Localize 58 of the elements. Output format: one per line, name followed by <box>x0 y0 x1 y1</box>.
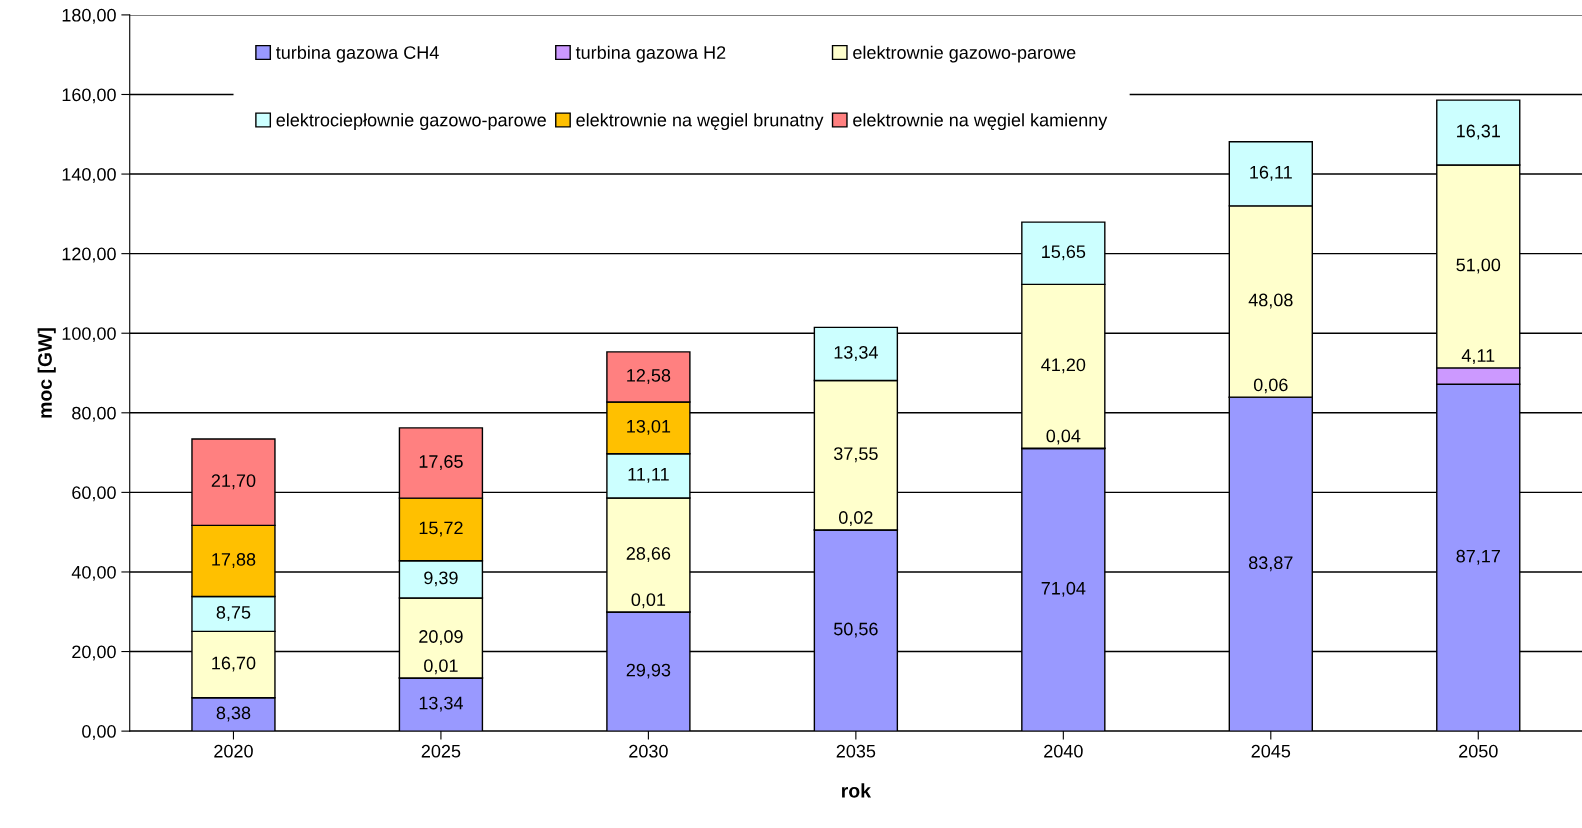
data-label: 83,87 <box>1248 556 1293 572</box>
data-label: 13,01 <box>627 419 671 435</box>
data-label: 71,04 <box>1041 581 1086 597</box>
data-label: 48,08 <box>1248 293 1293 309</box>
x-tick-label: 2030 <box>629 744 668 758</box>
data-label: 15,72 <box>419 521 463 537</box>
x-tick-label: 2020 <box>214 744 253 758</box>
x-axis-title: rok <box>842 783 872 798</box>
data-label: 28,66 <box>626 547 671 562</box>
data-label: 50,56 <box>834 622 878 638</box>
y-axis-title: moc [GW] <box>37 328 56 418</box>
data-label: 4,11 <box>1461 349 1495 365</box>
y-tick-label: 100,00 <box>62 327 116 343</box>
data-label: 87,17 <box>1456 549 1500 565</box>
y-tick-label: 160,00 <box>62 88 116 104</box>
data-label: 12,58 <box>627 369 671 384</box>
legend-label: elektrociepłownie gazowo-parowe <box>276 113 546 131</box>
data-label: 0,01 <box>424 659 458 675</box>
y-tick-label: 180,00 <box>62 8 116 24</box>
data-label: 16,11 <box>1250 165 1292 181</box>
legend-label: elektrownie gazowo-parowe <box>853 45 1076 63</box>
y-tick-label: 20,00 <box>72 645 116 661</box>
data-label: 13,34 <box>834 345 878 361</box>
x-tick-label: 2025 <box>421 744 461 758</box>
y-tick-label: 60,00 <box>72 486 116 502</box>
legend-label: elektrownie na węgiel brunatny <box>576 113 824 131</box>
data-label: 0,02 <box>839 511 873 527</box>
data-label: 41,20 <box>1041 358 1086 374</box>
data-label: 21,70 <box>211 474 256 490</box>
x-tick-label: 2035 <box>836 744 876 758</box>
y-tick-label: 80,00 <box>72 406 116 422</box>
data-label: 9,39 <box>424 571 458 587</box>
data-label: 13,34 <box>419 696 463 712</box>
data-label: 20,09 <box>419 630 463 646</box>
data-label: 0,06 <box>1253 378 1288 394</box>
legend-label: elektrownie na węgiel kamienny <box>853 113 1108 131</box>
y-tick-label: 120,00 <box>62 247 116 263</box>
data-label: 11,11 <box>628 468 669 483</box>
data-label: 15,65 <box>1042 245 1086 261</box>
data-label: 37,55 <box>833 447 878 463</box>
data-label: 16,31 <box>1457 124 1500 140</box>
legend-label: turbina gazowa H2 <box>575 45 726 63</box>
x-tick-label: 2045 <box>1251 744 1291 758</box>
data-label: 17,88 <box>212 553 256 568</box>
data-label: 0,04 <box>1046 429 1081 445</box>
data-label: 8,38 <box>216 706 251 722</box>
data-label: 0,01 <box>631 593 666 609</box>
data-label: 51,00 <box>1456 258 1501 274</box>
y-tick-label: 140,00 <box>62 168 116 183</box>
x-tick-label: 2050 <box>1459 744 1498 758</box>
data-label: 17,65 <box>419 455 463 471</box>
y-tick-label: 40,00 <box>71 565 116 581</box>
data-label: 16,70 <box>212 656 256 672</box>
data-label: 29,93 <box>626 663 671 679</box>
legend-label: turbina gazowa CH4 <box>276 45 439 63</box>
y-tick-label: 0,00 <box>82 725 116 740</box>
data-label: 8,75 <box>216 605 251 621</box>
x-tick-label: 2040 <box>1044 744 1083 758</box>
